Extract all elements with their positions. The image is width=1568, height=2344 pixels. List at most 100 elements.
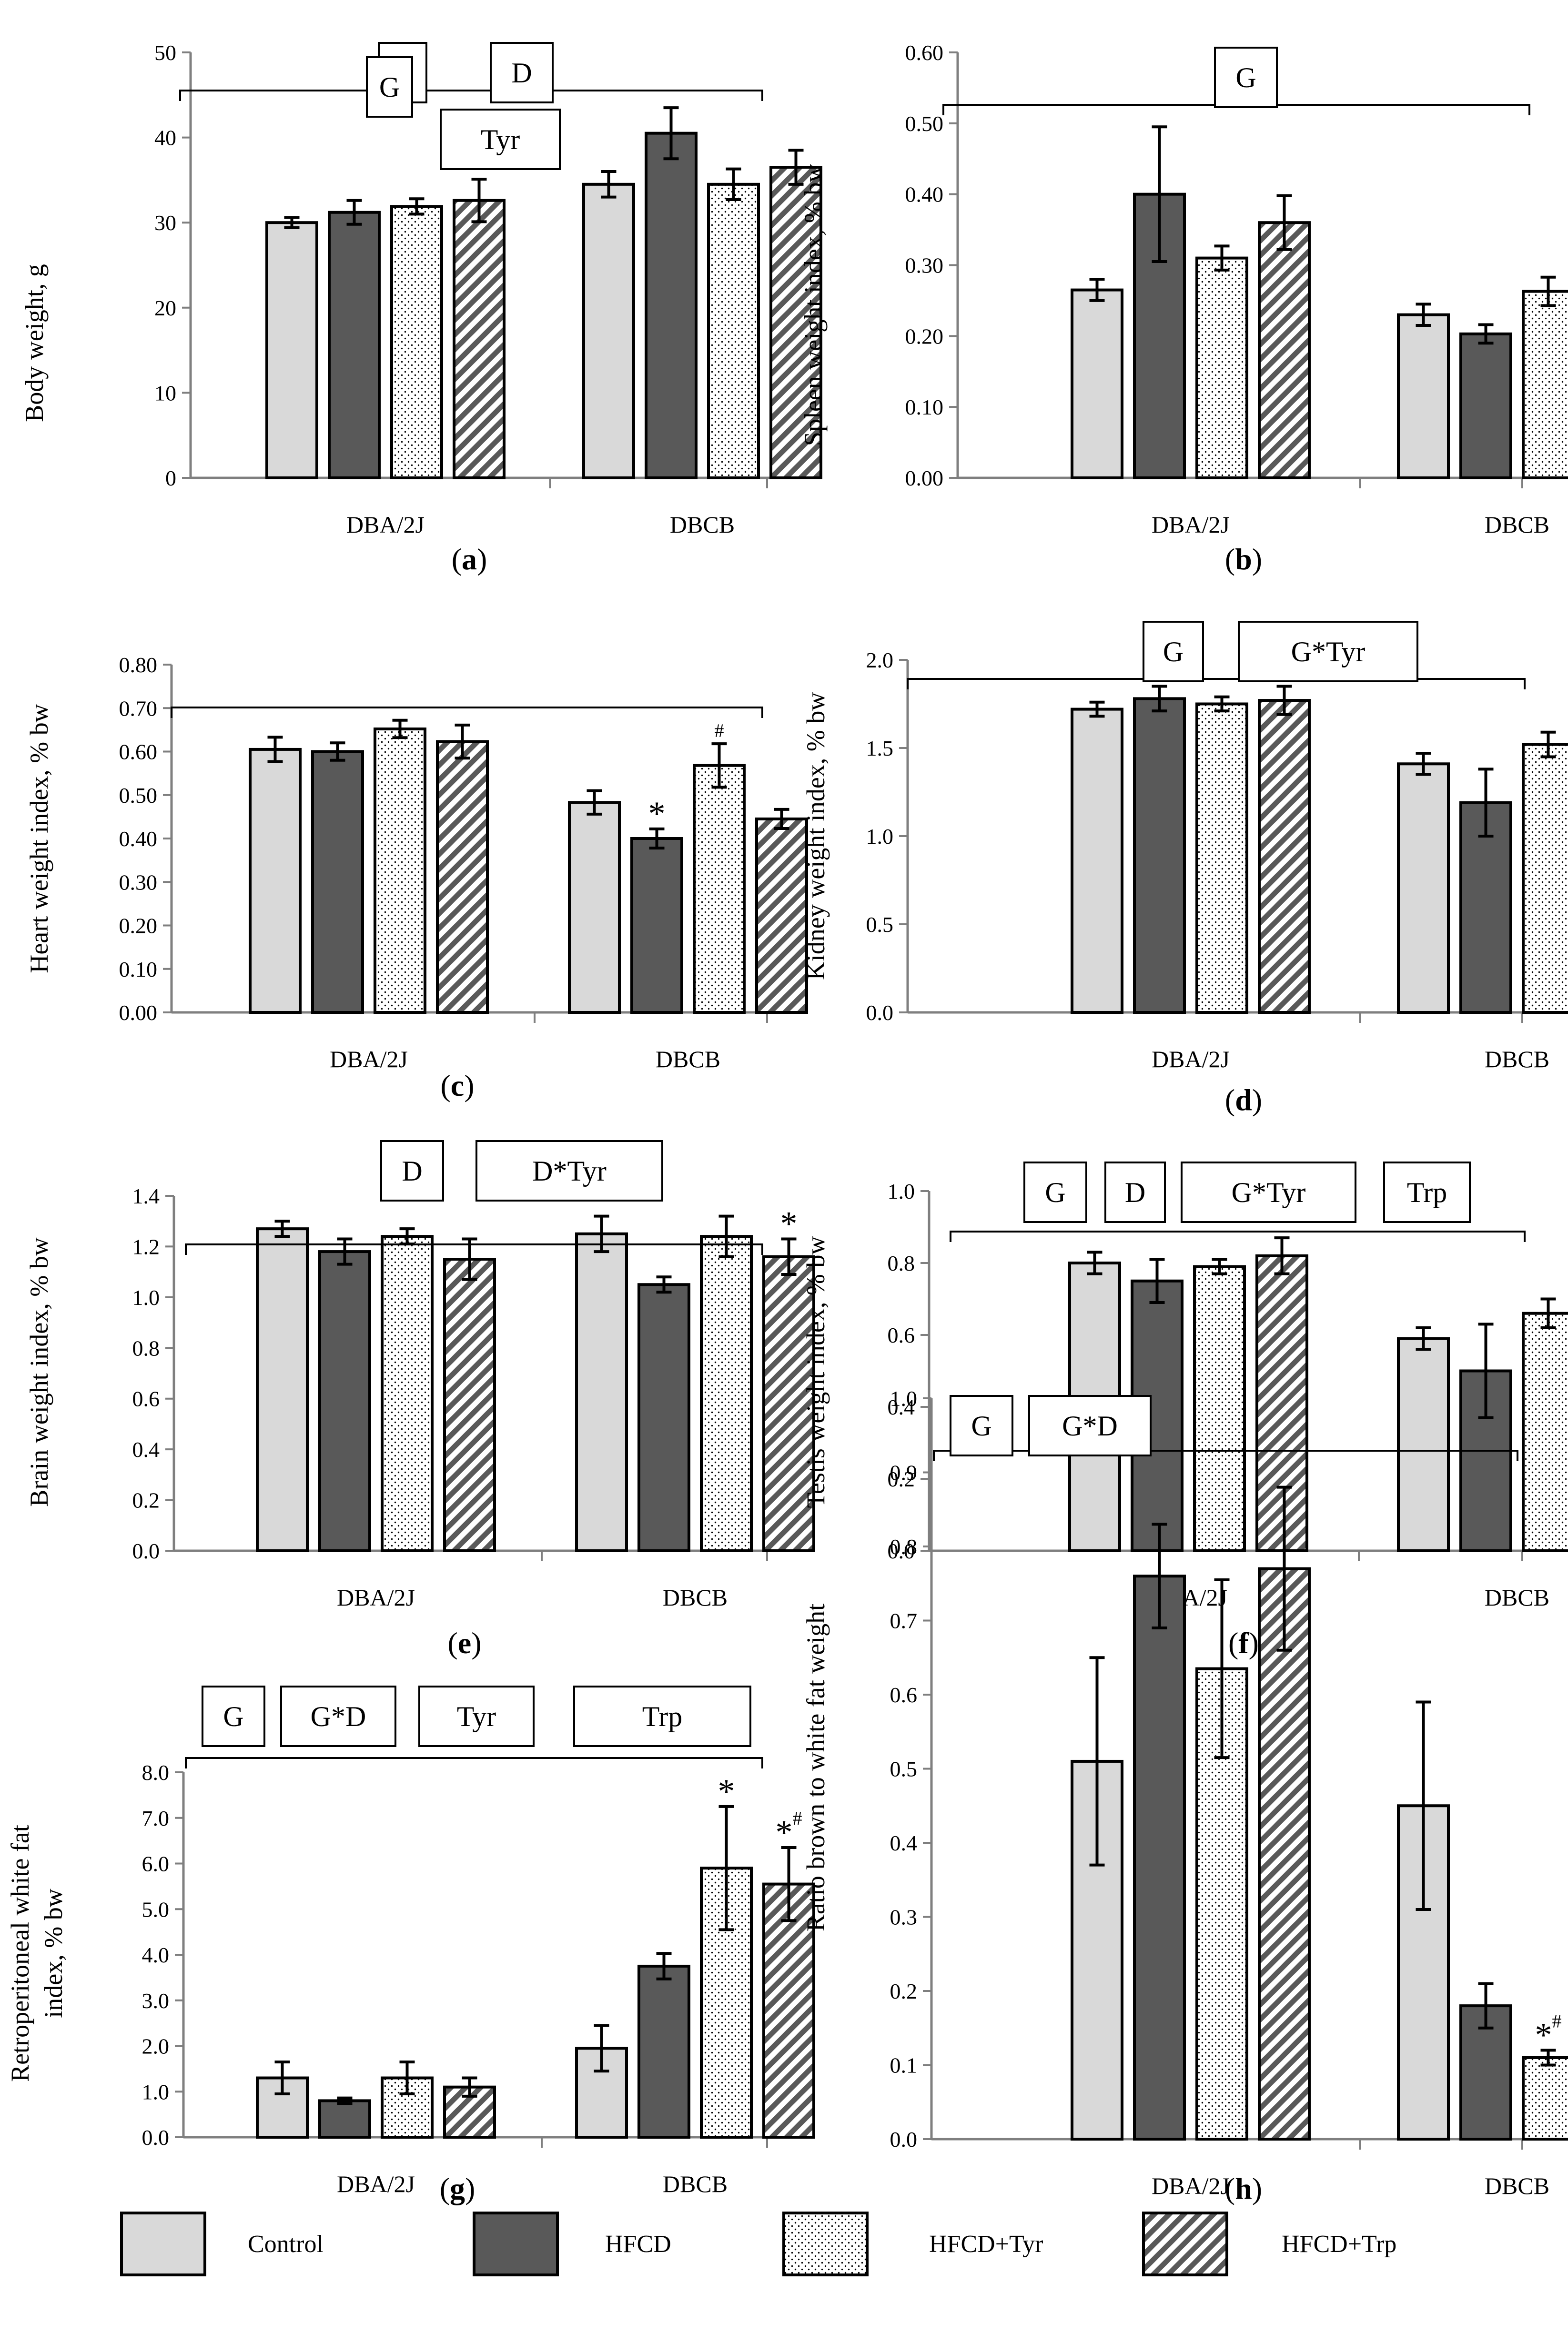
y-tick-label: 30 — [154, 211, 176, 235]
y-axis-title: Ratio brown to white fat weight — [801, 1604, 830, 1931]
bar — [1258, 1567, 1311, 2141]
y-tick-label: 0.6 — [132, 1387, 160, 1411]
bar — [1397, 762, 1450, 1014]
caption-open-paren: ( — [447, 1626, 457, 1660]
x-category-label: DBA/2J — [330, 1046, 408, 1072]
caption-letter: b — [1235, 542, 1252, 576]
y-tick-label: 0.6 — [890, 1683, 918, 1707]
bar — [1071, 288, 1123, 479]
caption-open-paren: ( — [1225, 542, 1235, 576]
bar — [311, 750, 364, 1014]
y-tick-label: 0.3 — [890, 1905, 918, 1930]
caption-open-paren: ( — [452, 542, 462, 576]
y-tick-label: 0.8 — [890, 1535, 918, 1559]
y-tick-label: 0.4 — [890, 1831, 918, 1855]
factor-box — [280, 1686, 396, 1747]
bar — [381, 2076, 434, 2139]
y-tick-label: 0.6 — [888, 1323, 915, 1347]
factor-bracket — [185, 1757, 763, 1768]
bar — [265, 221, 318, 479]
hash-symbol: # — [1552, 2010, 1562, 2031]
factor-box — [1181, 1162, 1356, 1223]
bar — [1397, 313, 1450, 480]
y-tick-label: 0.1 — [890, 2053, 918, 2078]
factor-box — [490, 42, 554, 103]
y-tick-label: 1.0 — [888, 1179, 915, 1203]
bar — [328, 211, 381, 479]
bar — [1258, 221, 1311, 479]
hash-symbol: # — [793, 1808, 802, 1829]
y-tick-label: 0 — [165, 466, 176, 490]
caption-letter: d — [1235, 1083, 1252, 1117]
y-tick-label: 1.0 — [866, 824, 894, 849]
legend-swatch-tyr — [782, 2212, 869, 2276]
legend-swatch-trp — [1142, 2212, 1228, 2276]
y-tick-label: 0.00 — [119, 1000, 158, 1025]
bar — [1522, 1312, 1568, 1552]
y-tick-label: 0.60 — [119, 740, 158, 764]
y-tick-label: 0.5 — [866, 912, 894, 937]
x-category-label: DBCB — [663, 1584, 728, 1611]
caption-close-paren: ) — [1252, 1083, 1262, 1117]
y-tick-label: 0.0 — [890, 2127, 918, 2152]
factor-box — [418, 1686, 535, 1747]
caption-letter: h — [1235, 2172, 1252, 2205]
significance-star-hash: *# — [776, 1808, 802, 1851]
legend-label-trp: HFCD+Trp — [1282, 2231, 1396, 2258]
y-tick-label: 1.0 — [132, 1285, 160, 1310]
bar — [582, 182, 635, 479]
factor-box — [1238, 621, 1418, 682]
panel-caption: (f) — [1228, 1626, 1259, 1660]
factor-box — [1023, 1162, 1087, 1223]
y-tick-label: 6.0 — [142, 1852, 170, 1876]
y-tick-label: 0.20 — [905, 324, 944, 348]
y-tick-label: 0.2 — [890, 1979, 918, 2003]
factor-bracket — [950, 1231, 1526, 1242]
x-category-label: DBCB — [670, 511, 735, 538]
factor-box — [440, 109, 561, 170]
caption-open-paren: ( — [440, 1069, 450, 1102]
panel-caption: (a) — [452, 542, 487, 576]
factor-label: D — [1125, 1177, 1145, 1208]
factor-label: G — [223, 1701, 243, 1732]
caption-letter: e — [458, 1626, 471, 1660]
x-category-label: DBA/2J — [1152, 511, 1230, 538]
y-tick-label: 20 — [154, 296, 176, 320]
significance-star: * — [780, 1204, 798, 1243]
chart-panel-h: 0.0 0.1 0.2 0.3 0.4 0.5 0.6 0.7 0.8 0.9 1.0 DBA/2J D… — [801, 1386, 1568, 2205]
caption-close-paren: ) — [1252, 2172, 1262, 2205]
y-tick-label: 0.0 — [888, 1539, 915, 1563]
y-tick-label: 1.0 — [142, 2080, 170, 2104]
caption-open-paren: ( — [1225, 2172, 1235, 2205]
bar — [1195, 256, 1248, 479]
factor-bracket — [171, 707, 763, 718]
factor-box — [380, 1140, 444, 1202]
y-tick-label: 1.0 — [890, 1386, 918, 1411]
factor-label: G — [971, 1410, 991, 1442]
factor-bracket — [933, 1450, 1518, 1461]
factor-label: Tyr — [481, 124, 520, 155]
factor-label: G — [379, 71, 400, 103]
y-tick-label: 0.50 — [905, 111, 944, 136]
chart-panel-e: 0.0 0.2 0.4 0.6 0.8 1.0 1.2 1.4 DBA/2J DBCB * D D*Ty… — [25, 1140, 815, 1660]
y-tick-label: 0.50 — [119, 783, 158, 808]
y-tick-label: 3.0 — [142, 1989, 170, 2013]
y-axis-title: Spleen weight index, % bw — [799, 164, 828, 446]
y-tick-label: 0.9 — [890, 1461, 918, 1485]
legend-swatch-hfcd — [473, 2212, 559, 2276]
factor-bracket — [907, 678, 1526, 689]
bar — [693, 764, 746, 1014]
bar — [700, 1867, 753, 2139]
y-axis-title: Heart weight index, % bw — [25, 704, 53, 973]
bar — [453, 199, 506, 480]
significance-star: * — [718, 1772, 735, 1810]
bar — [1522, 2056, 1568, 2141]
panel-caption: (h) — [1225, 2172, 1262, 2205]
factor-label: G*Tyr — [1232, 1177, 1306, 1208]
factor-label: G*Tyr — [1291, 636, 1366, 667]
y-tick-label: 0.10 — [905, 395, 944, 419]
y-axis-title: Body weight, g — [20, 264, 49, 422]
